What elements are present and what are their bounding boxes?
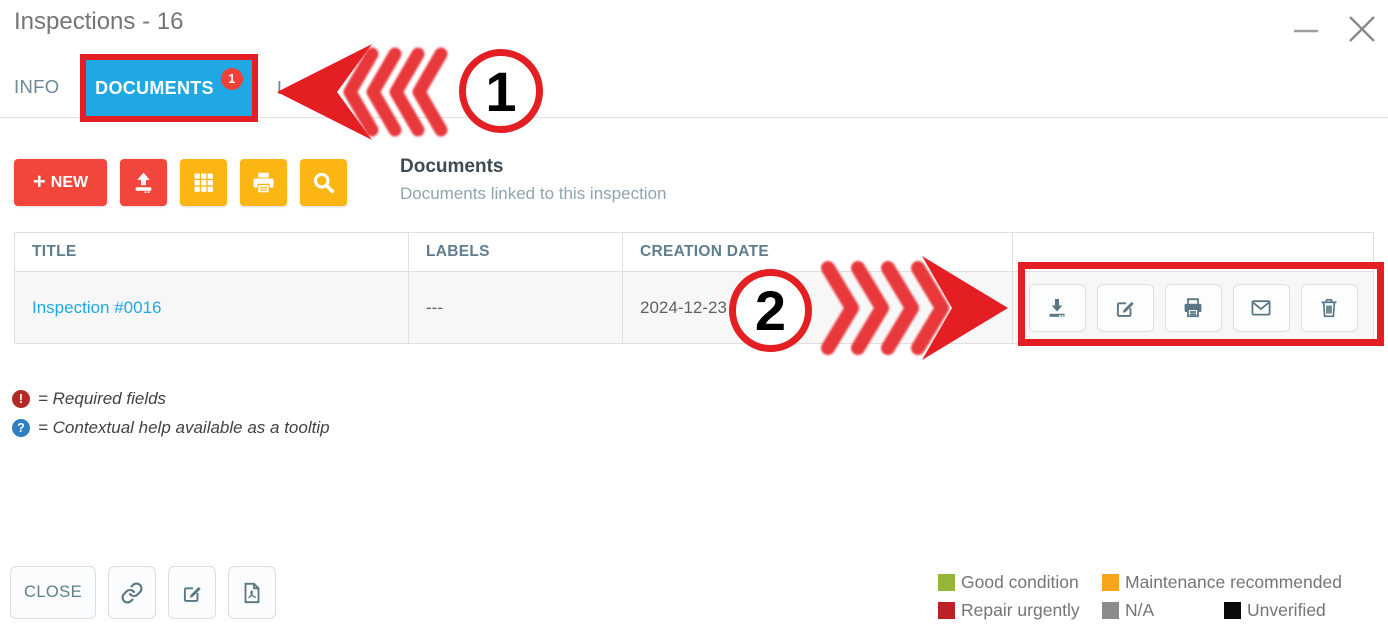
link-icon [120,581,144,605]
search-icon [311,170,336,195]
close-modal-button[interactable]: CLOSE [10,566,96,619]
upload-icon [131,170,156,195]
page-title: Inspections - 16 [14,8,184,35]
column-header-creation-date[interactable]: CREATION DATE [623,233,1013,271]
help-icon: ? [12,419,30,437]
legend-label: Unverified [1247,599,1326,620]
minimize-icon [1293,16,1319,42]
email-document-button[interactable] [1232,283,1290,332]
document-labels-value: --- [426,297,443,317]
legend-label: N/A [1125,599,1155,620]
email-icon [1249,296,1273,320]
edit-button[interactable] [168,566,216,619]
section-title: Documents [400,156,504,177]
column-header-actions [1013,233,1373,271]
table-header-row: TITLE LABELS CREATION DATE [15,233,1373,271]
upload-button[interactable] [120,159,167,206]
annotation-step-1: 1 [459,49,543,133]
form-notes: ! = Required fields ? = Contextual help … [12,389,330,438]
download-icon [1045,296,1069,320]
legend-row: Repair urgently N/A Unverified [938,596,1342,624]
print-document-button[interactable] [1164,283,1222,332]
required-note-text: = Required fields [38,389,167,408]
footer-buttons: CLOSE [10,566,276,619]
row-action-buttons [1028,283,1358,332]
table-row: Inspection #0016 --- 2024-12-23 [15,271,1373,344]
condition-status-legend: Good condition Maintenance recommended R… [938,568,1342,624]
legend-item-repair: Repair urgently [938,600,1102,621]
document-link[interactable]: Inspection #0016 [32,297,162,317]
good-condition-swatch [938,573,955,591]
document-date-cell: 2024-12-23 [623,272,1013,343]
legend-label: Good condition [961,571,1079,592]
link-button[interactable] [108,566,156,619]
document-title-cell: Inspection #0016 [15,272,409,343]
maintenance-swatch [1102,573,1119,591]
tabs-divider [0,117,1388,118]
legend-item-na: N/A [1102,600,1224,621]
new-button-label: NEW [50,173,89,191]
document-labels-cell: --- [409,272,623,343]
edit-icon [1113,296,1137,320]
legend-item-unverified: Unverified [1224,600,1326,621]
section-subtitle: Documents linked to this inspection [400,184,667,203]
pdf-icon [240,581,264,605]
print-icon [251,170,276,195]
column-header-labels[interactable]: LABELS [409,233,623,271]
grid-view-button[interactable] [180,159,227,206]
edit-document-button[interactable] [1096,283,1154,332]
documents-toolbar: + NEW [14,159,347,206]
tab-info[interactable]: INFO [14,76,60,97]
pdf-export-button[interactable] [228,566,276,619]
minimize-button[interactable] [1292,14,1320,44]
tab-documents-label: DOCUMENTS [95,77,214,98]
contextual-help-note: ? = Contextual help available as a toolt… [12,418,330,438]
legend-label: Maintenance recommended [1125,571,1342,592]
required-fields-note: ! = Required fields [12,389,330,409]
close-icon [1348,15,1376,43]
tab-documents[interactable]: DOCUMENTS 1 [86,60,252,116]
annotation-arrow-left [277,44,448,140]
delete-icon [1317,296,1341,320]
step-1-number: 1 [485,59,517,123]
documents-table: TITLE LABELS CREATION DATE Inspection #0… [14,232,1374,344]
document-actions-cell [1013,272,1373,343]
help-note-text: = Contextual help available as a tooltip [38,418,330,437]
documents-count-badge: 1 [220,68,243,90]
repair-swatch [938,601,955,619]
tab-partial-hidden[interactable]: L [277,77,288,98]
document-date-value: 2024-12-23 [640,297,727,317]
legend-item-maintenance: Maintenance recommended [1102,572,1342,593]
legend-row: Good condition Maintenance recommended [938,568,1342,596]
print-list-button[interactable] [240,159,287,206]
legend-label: Repair urgently [961,599,1080,620]
edit-icon [180,581,204,605]
na-swatch [1102,601,1119,619]
unverified-swatch [1224,601,1241,619]
download-document-button[interactable] [1028,283,1086,332]
print-icon [1181,296,1205,320]
grid-icon [191,170,216,195]
close-button[interactable] [1348,14,1376,44]
window-controls [1292,14,1376,44]
required-icon: ! [12,390,30,408]
section-heading: Documents Documents linked to this inspe… [400,156,666,204]
column-header-title[interactable]: TITLE [15,233,409,271]
legend-item-good-condition: Good condition [938,572,1102,593]
delete-document-button[interactable] [1300,283,1358,332]
search-button[interactable] [300,159,347,206]
plus-icon: + [32,168,46,194]
new-document-button[interactable]: + NEW [14,159,107,206]
